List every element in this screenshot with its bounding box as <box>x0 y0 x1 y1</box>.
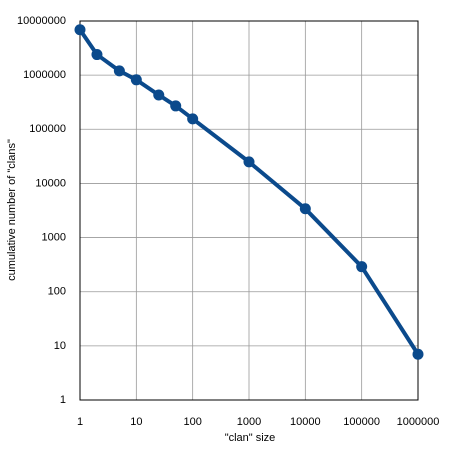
data-point <box>356 261 368 273</box>
data-point <box>74 24 86 36</box>
x-tick-label: 1000000 <box>397 416 440 428</box>
y-tick-label: 10 <box>54 340 66 352</box>
x-tick-label: 1 <box>77 416 83 428</box>
y-tick-label: 10000 <box>35 177 66 189</box>
y-tick-label: 1000000 <box>23 69 66 81</box>
data-point <box>243 156 255 168</box>
data-point <box>299 203 311 215</box>
x-tick-label: 10 <box>130 416 142 428</box>
data-point <box>170 100 182 112</box>
x-tick-label: 10000 <box>290 416 321 428</box>
data-point <box>412 348 424 360</box>
x-tick-label: 100 <box>183 416 201 428</box>
y-tick-label: 100000 <box>29 123 66 135</box>
y-tick-label: 10000000 <box>17 15 66 27</box>
data-point <box>187 113 199 125</box>
x-tick-label: 1000 <box>237 416 261 428</box>
data-point <box>91 49 103 61</box>
x-tick-label: 100000 <box>343 416 380 428</box>
plot-frame <box>79 20 419 401</box>
data-point <box>130 74 142 86</box>
y-tick-label: 1000 <box>42 231 66 243</box>
y-tick-label: 1 <box>60 394 66 406</box>
data-point <box>113 65 125 77</box>
data-point <box>153 89 165 101</box>
x-axis-label: "clan" size <box>225 432 276 444</box>
y-tick-label: 100 <box>48 286 66 298</box>
y-axis-label: cumulative number of "clans" <box>6 139 18 281</box>
